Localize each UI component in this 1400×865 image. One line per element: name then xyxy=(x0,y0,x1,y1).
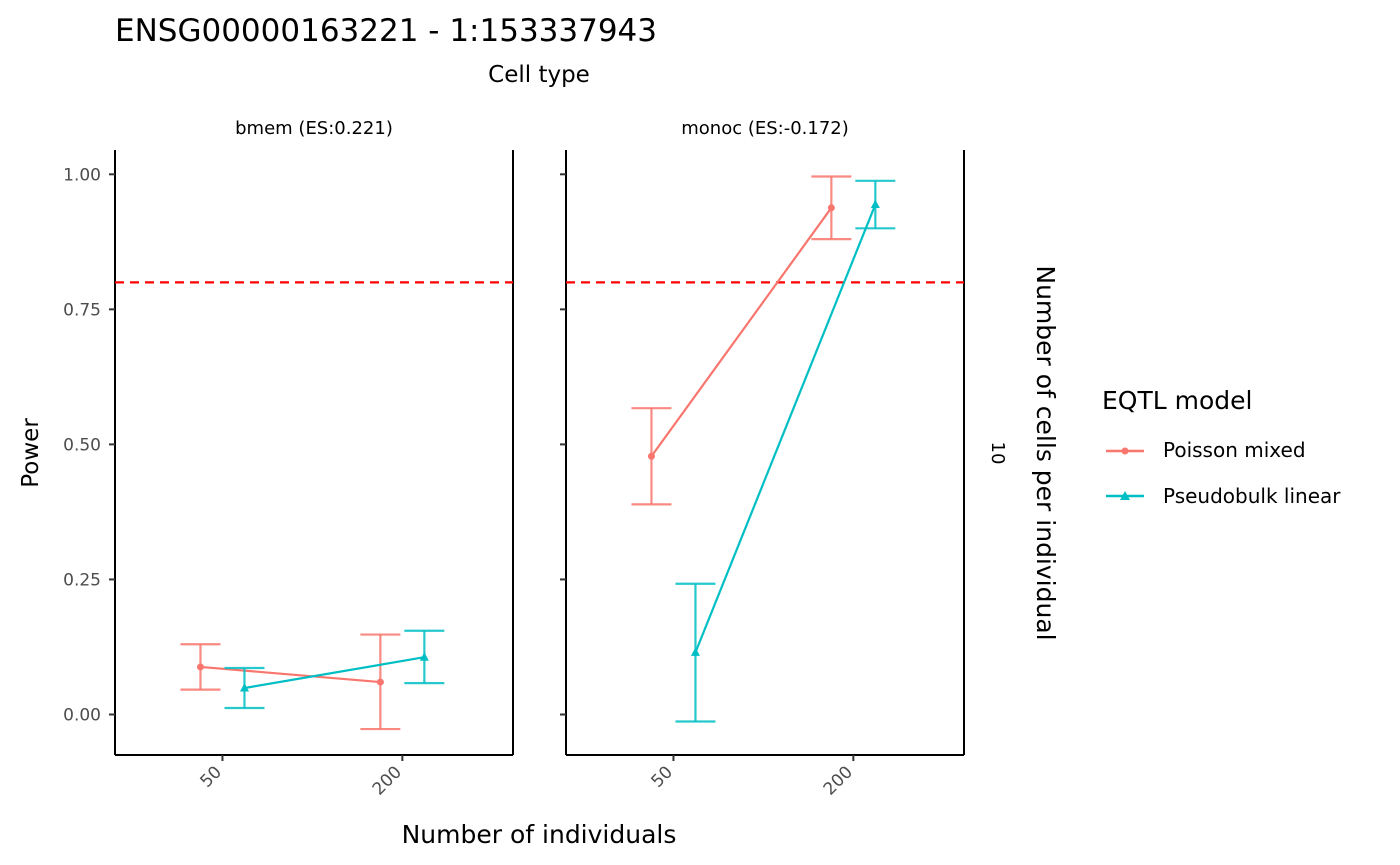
legend: EQTL model Poisson mixed Pseudobulk line… xyxy=(1102,386,1341,508)
panel-1-series-0-line xyxy=(650,207,833,457)
data-layer xyxy=(115,175,964,731)
y-tick-label-1: 0.25 xyxy=(63,570,101,590)
panel-label-bmem: bmem (ES:0.221) xyxy=(235,118,393,139)
y-tick-label-3: 0.75 xyxy=(63,300,101,320)
panel-0-series-0-point-1 xyxy=(376,678,384,686)
panel-1-x-tick-label-0: 50 xyxy=(648,762,677,791)
y-tick-label-2: 0.50 xyxy=(63,435,101,455)
legend-item-poisson: Poisson mixed xyxy=(1106,438,1306,462)
legend-item-pseudobulk: Pseudobulk linear xyxy=(1106,484,1341,508)
y-tick-label-0: 0.00 xyxy=(63,705,101,725)
panel-0-series-1-point-0 xyxy=(239,683,249,692)
panel-1-series-1-line xyxy=(694,204,877,653)
legend-title: EQTL model xyxy=(1102,386,1252,415)
panel-1-series-1-point-0 xyxy=(690,647,700,656)
facet-title: Cell type xyxy=(488,62,590,88)
row-strip-value: 10 xyxy=(987,442,1008,465)
legend-marker-poisson xyxy=(1121,447,1129,455)
row-strip-label: Number of cells per individual xyxy=(1031,265,1060,640)
chart-title: ENSG00000163221 - 1:153337943 xyxy=(115,13,657,49)
panel-0-series-0-point-0 xyxy=(196,663,204,671)
y-tick-label-4: 1.00 xyxy=(63,165,101,185)
legend-marker-pseudobulk xyxy=(1120,491,1130,500)
panel-1-series-0-point-1 xyxy=(827,204,835,212)
panel-1-x-tick-label-1: 200 xyxy=(820,762,857,799)
legend-label-poisson: Poisson mixed xyxy=(1163,438,1306,462)
panel-1-series-0-point-0 xyxy=(647,452,655,460)
y-axis-label: Power xyxy=(18,418,44,488)
panel-label-monoc: monoc (ES:-0.172) xyxy=(681,118,849,139)
panel-0-x-tick-label-1: 200 xyxy=(369,762,406,799)
legend-label-pseudobulk: Pseudobulk linear xyxy=(1163,484,1341,508)
axes-layer: 0.00 0.25 0.50 0.75 1.00 50 200 50 200 xyxy=(63,150,965,799)
panel-0-series-1-line xyxy=(244,656,425,690)
x-axis-label: Number of individuals xyxy=(402,820,677,849)
panel-0-series-1-point-1 xyxy=(419,652,429,661)
panel-0-series-0-line xyxy=(200,665,381,684)
panel-0-x-tick-label-0: 50 xyxy=(197,762,226,791)
panel-1-series-1-point-1 xyxy=(870,199,880,209)
